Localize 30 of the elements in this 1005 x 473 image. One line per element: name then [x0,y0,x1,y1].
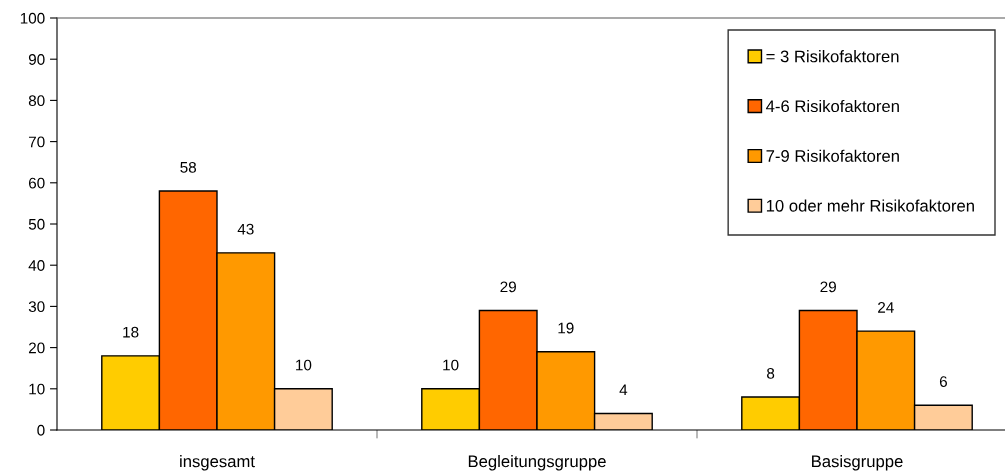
legend-label: 4-6 Risikofaktoren [766,99,899,113]
legend-label: 10 oder mehr Risikofaktoren [766,199,974,212]
data-label: 18 [123,326,139,338]
data-label: 24 [878,302,894,313]
x-tick-label: Begleitungsgruppe [468,455,606,471]
y-tick-label: 20 [28,342,45,354]
data-label: 8 [767,367,775,379]
y-tick-label: 100 [20,12,45,24]
y-tick-label: 80 [28,95,45,107]
data-label: 58 [180,161,197,173]
y-tick-label: 70 [28,136,45,148]
y-tick-label: 30 [28,301,45,313]
legend-label: = 3 Risikofaktoren [766,50,899,63]
data-label: 19 [558,322,574,334]
data-label: 29 [500,281,516,293]
data-label: 10 [443,359,459,371]
data-label: 43 [237,223,254,235]
data-label: 29 [820,281,836,293]
y-tick-label: 50 [28,218,45,230]
y-tick-label: 40 [28,260,45,271]
legend-label: 7-9 Risikofaktoren [766,149,899,162]
x-tick-label: Basisgruppe [812,455,903,471]
y-tick-label: 90 [28,54,45,65]
y-tick-label: 60 [28,177,45,189]
x-tick-label: insgesamt [180,455,255,471]
y-tick-label: 10 [29,383,45,395]
y-tick-label: 0 [37,424,45,436]
data-label: 10 [296,359,312,371]
data-label: 6 [939,376,947,387]
data-label: 4 [619,384,628,396]
